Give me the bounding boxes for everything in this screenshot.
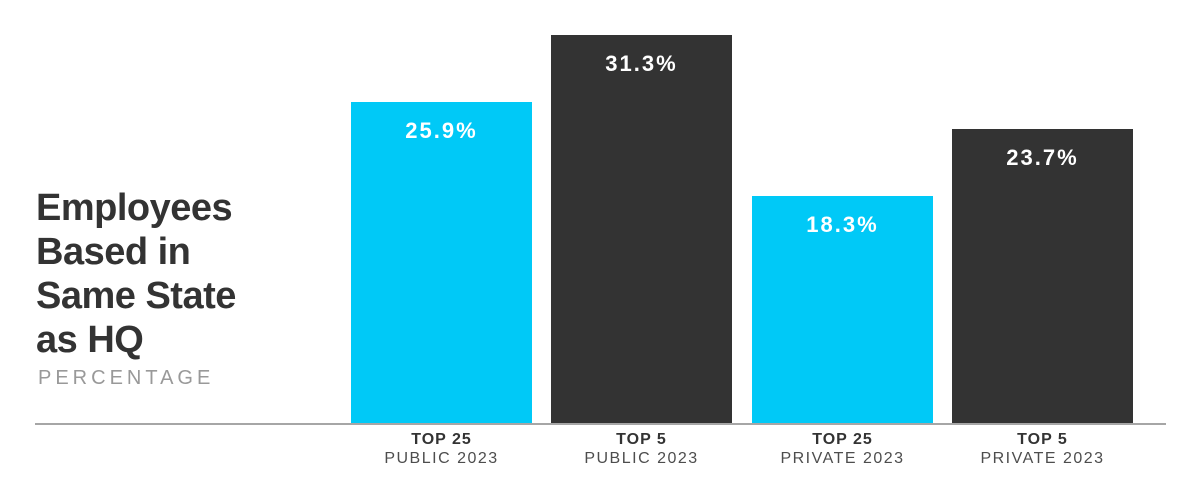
category-label-primary: TOP 5 — [616, 431, 667, 448]
bar-value-label: 25.9% — [405, 118, 478, 143]
bar-top-25-private-2023: 18.3% — [752, 196, 933, 423]
category-label: TOP 25 PUBLIC 2023 — [351, 431, 532, 468]
bar-value-label: 31.3% — [605, 51, 678, 76]
category-label-secondary: PUBLIC 2023 — [584, 450, 699, 467]
bar-top-25-public-2023: 25.9% — [351, 102, 532, 423]
chart-title-line-4: as HQ — [36, 319, 144, 361]
chart-subtitle: PERCENTAGE — [38, 367, 215, 389]
chart-title-line-1: Employees — [36, 187, 233, 229]
category-label-secondary: PRIVATE 2023 — [980, 450, 1105, 467]
bar-top-5-private-2023: 23.7% — [952, 129, 1133, 423]
category-label: TOP 5 PUBLIC 2023 — [551, 431, 732, 468]
bar-value-label: 23.7% — [1006, 145, 1079, 170]
category-label-secondary: PRIVATE 2023 — [780, 450, 905, 467]
category-label-primary: TOP 25 — [411, 431, 472, 448]
category-label-secondary: PUBLIC 2023 — [384, 450, 499, 467]
bar-value-label: 18.3% — [806, 212, 879, 237]
x-axis-line — [35, 423, 1166, 425]
chart-title-line-3: Same State — [36, 275, 236, 317]
category-label-primary: TOP 5 — [1017, 431, 1068, 448]
category-label: TOP 25 PRIVATE 2023 — [752, 431, 933, 468]
chart-title: Employees Based in Same State as HQ — [36, 186, 236, 362]
category-label: TOP 5 PRIVATE 2023 — [952, 431, 1133, 468]
bar-top-5-public-2023: 31.3% — [551, 35, 732, 423]
chart-title-line-2: Based in — [36, 231, 191, 273]
category-label-primary: TOP 25 — [812, 431, 873, 448]
